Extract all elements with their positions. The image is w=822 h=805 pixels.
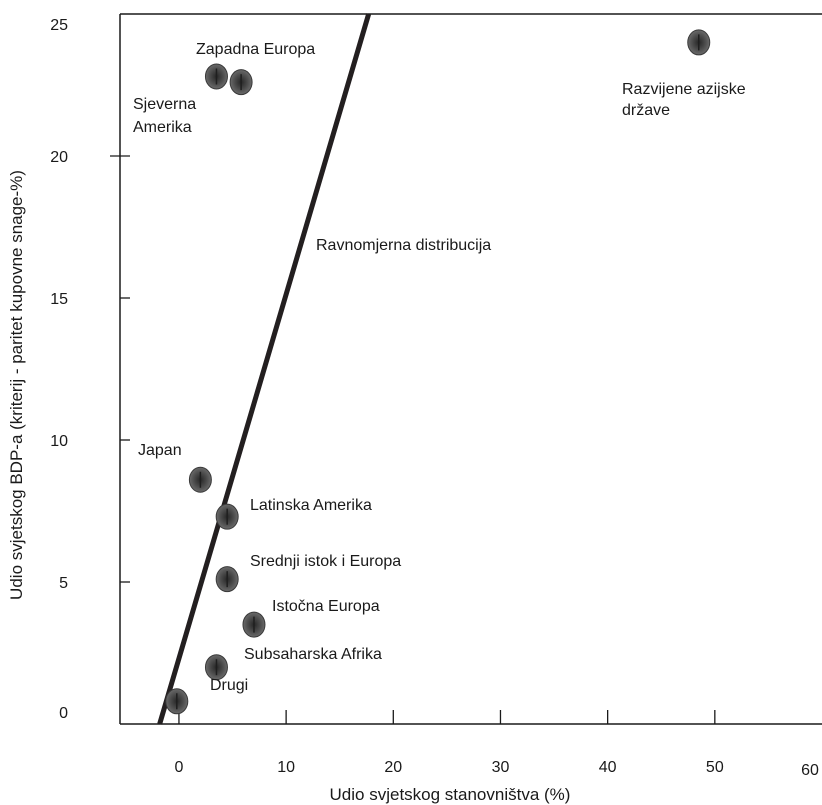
y-tick-label: 25 [50, 17, 68, 34]
point-label: Latinska Amerika [250, 497, 372, 514]
point-label: Drugi [210, 677, 248, 694]
x-tick-label: 20 [384, 759, 402, 776]
x-tick-label: 60 [801, 762, 819, 779]
y-tick-label: 20 [50, 149, 68, 166]
point-label: Srednji istok i Europa [250, 553, 401, 570]
y-tick-label: 0 [59, 705, 68, 722]
reference-line-label: Ravnomjerna distribucija [316, 237, 491, 254]
point-label: Sjeverna Amerika [133, 96, 196, 136]
point-label: Zapadna Europa [196, 41, 315, 58]
x-tick-label: 0 [174, 759, 183, 776]
x-tick-label: 30 [492, 759, 510, 776]
y-axis-title: Udio svjetskog BDP-a (kriterij - paritet… [7, 170, 26, 600]
y-tick-label: 5 [59, 575, 68, 592]
x-tick-label: 10 [277, 759, 295, 776]
point-label: Istočna Europa [272, 598, 380, 615]
y-tick-label: 15 [50, 291, 68, 308]
point-label: Japan [138, 442, 182, 459]
equal-distribution-line [157, 13, 372, 725]
x-tick-label: 50 [706, 759, 724, 776]
point-label: Subsaharska Afrika [244, 646, 382, 663]
x-axis-title: Udio svjetskog stanovništva (%) [330, 785, 571, 804]
y-tick-label: 10 [50, 433, 68, 450]
x-tick-label: 40 [599, 759, 617, 776]
point-label: Razvijene azijske države [622, 81, 746, 119]
